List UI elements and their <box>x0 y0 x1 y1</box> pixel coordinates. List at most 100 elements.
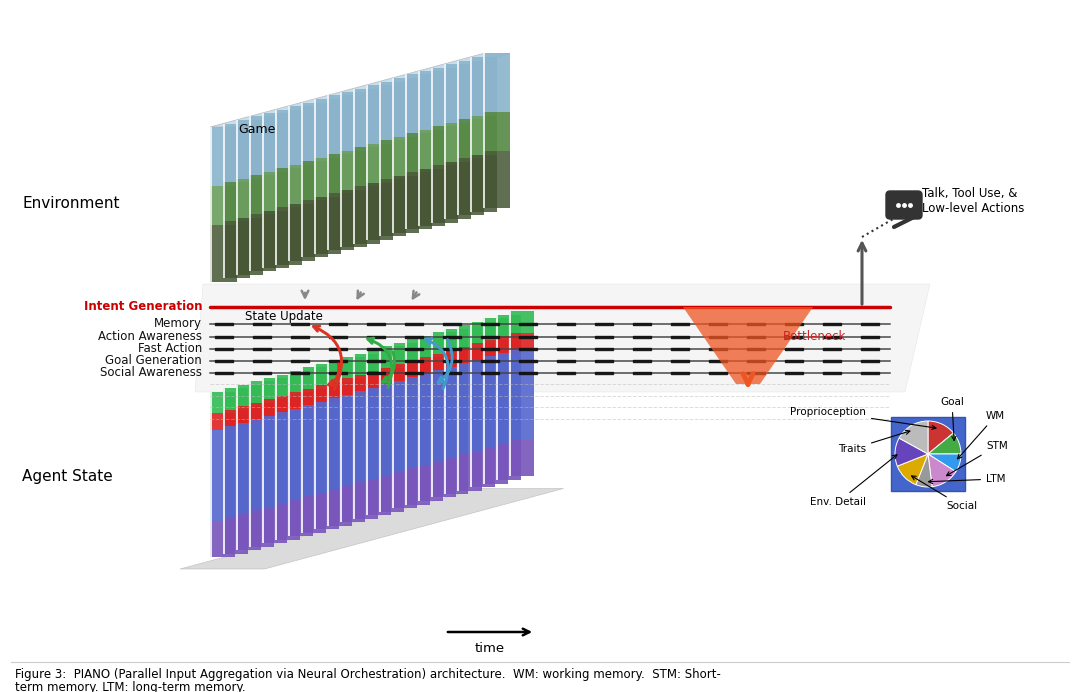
Polygon shape <box>262 416 286 507</box>
Polygon shape <box>366 85 368 240</box>
Polygon shape <box>195 284 930 392</box>
Wedge shape <box>928 421 954 454</box>
Polygon shape <box>470 343 495 360</box>
Polygon shape <box>288 165 315 203</box>
Polygon shape <box>237 218 264 275</box>
Polygon shape <box>288 106 291 261</box>
Polygon shape <box>457 325 459 491</box>
Polygon shape <box>405 172 432 230</box>
Polygon shape <box>392 78 419 137</box>
Polygon shape <box>314 493 338 529</box>
Polygon shape <box>327 95 354 154</box>
Polygon shape <box>222 123 225 278</box>
Wedge shape <box>916 454 932 487</box>
Polygon shape <box>470 116 497 154</box>
Polygon shape <box>431 370 456 461</box>
Polygon shape <box>457 363 482 454</box>
Polygon shape <box>457 158 484 215</box>
Polygon shape <box>262 399 286 416</box>
Polygon shape <box>237 120 238 275</box>
Polygon shape <box>327 154 354 193</box>
Polygon shape <box>275 109 276 264</box>
Polygon shape <box>392 472 417 508</box>
Polygon shape <box>457 60 459 215</box>
Polygon shape <box>340 190 367 247</box>
Polygon shape <box>405 134 432 172</box>
Polygon shape <box>288 409 312 500</box>
Polygon shape <box>288 106 315 165</box>
Polygon shape <box>509 311 534 333</box>
Polygon shape <box>483 151 510 208</box>
Polygon shape <box>431 461 456 498</box>
Text: STM: STM <box>946 441 1008 475</box>
Polygon shape <box>288 371 312 392</box>
Polygon shape <box>509 440 534 477</box>
Polygon shape <box>327 95 329 251</box>
Polygon shape <box>288 500 312 536</box>
Wedge shape <box>928 454 956 486</box>
Polygon shape <box>237 513 260 550</box>
Polygon shape <box>418 130 445 169</box>
Polygon shape <box>457 454 482 491</box>
Polygon shape <box>301 496 325 533</box>
Polygon shape <box>249 403 273 419</box>
Polygon shape <box>210 225 237 282</box>
Polygon shape <box>210 127 212 282</box>
Text: Talk, Tool Use, &
Low-level Actions: Talk, Tool Use, & Low-level Actions <box>922 187 1024 215</box>
Polygon shape <box>483 53 485 208</box>
Polygon shape <box>392 176 419 233</box>
Polygon shape <box>418 358 443 374</box>
Text: WM: WM <box>958 411 1005 459</box>
Polygon shape <box>275 396 299 412</box>
Polygon shape <box>262 172 289 210</box>
Polygon shape <box>366 372 391 388</box>
Polygon shape <box>379 385 404 475</box>
Polygon shape <box>314 158 341 197</box>
FancyBboxPatch shape <box>886 191 922 219</box>
Polygon shape <box>210 413 234 430</box>
Wedge shape <box>899 421 928 454</box>
Polygon shape <box>327 399 351 489</box>
Polygon shape <box>444 367 469 457</box>
Polygon shape <box>496 336 521 353</box>
Polygon shape <box>483 340 508 356</box>
Wedge shape <box>928 433 961 454</box>
Wedge shape <box>928 454 961 472</box>
Polygon shape <box>314 402 338 493</box>
Text: Goal: Goal <box>940 397 963 441</box>
Polygon shape <box>340 357 341 522</box>
Polygon shape <box>444 457 469 494</box>
Polygon shape <box>431 68 433 223</box>
Text: Bottleneck: Bottleneck <box>783 331 847 343</box>
Polygon shape <box>210 127 237 186</box>
Polygon shape <box>353 147 380 186</box>
Polygon shape <box>431 68 458 127</box>
Polygon shape <box>444 162 471 219</box>
Polygon shape <box>340 379 365 395</box>
Polygon shape <box>237 385 260 406</box>
Polygon shape <box>366 85 393 144</box>
Polygon shape <box>405 340 430 361</box>
Polygon shape <box>470 322 472 487</box>
Polygon shape <box>379 82 381 237</box>
Polygon shape <box>392 343 394 508</box>
Text: Social Awareness: Social Awareness <box>100 367 202 379</box>
Polygon shape <box>444 329 446 494</box>
Polygon shape <box>275 109 302 168</box>
Polygon shape <box>314 197 341 254</box>
Text: term memory. LTM: long-term memory.: term memory. LTM: long-term memory. <box>15 681 245 692</box>
Text: LTM: LTM <box>929 474 1005 484</box>
Text: Social: Social <box>912 476 977 511</box>
Polygon shape <box>210 520 234 557</box>
Polygon shape <box>275 374 299 396</box>
Polygon shape <box>431 332 433 498</box>
Polygon shape <box>340 92 342 247</box>
Polygon shape <box>275 374 276 540</box>
Polygon shape <box>496 315 521 336</box>
Polygon shape <box>418 71 445 130</box>
Polygon shape <box>262 507 286 543</box>
Polygon shape <box>405 75 432 134</box>
Polygon shape <box>483 356 508 447</box>
Polygon shape <box>431 354 456 370</box>
Polygon shape <box>340 486 365 522</box>
